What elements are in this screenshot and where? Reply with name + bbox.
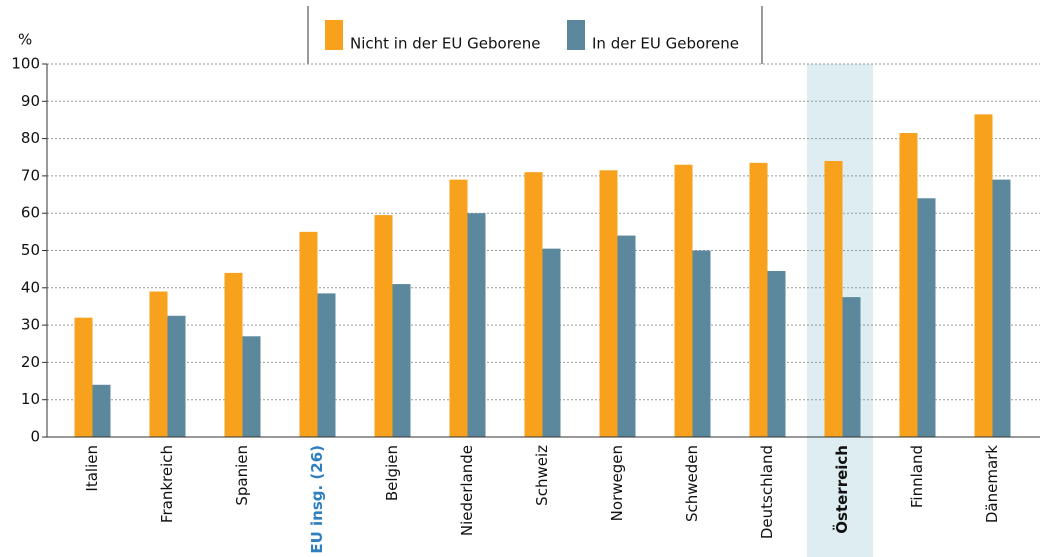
bar xyxy=(242,336,261,437)
x-tick-label: Schweiz xyxy=(533,445,551,506)
x-tick-label: Spanien xyxy=(233,445,251,506)
bar xyxy=(374,215,393,437)
x-tick-label: Norwegen xyxy=(608,445,626,521)
y-tick-label: 40 xyxy=(21,278,40,296)
bar xyxy=(167,315,186,437)
x-tick-label: Finnland xyxy=(908,445,926,508)
y-tick-label: 90 xyxy=(21,92,40,110)
bar xyxy=(842,297,861,437)
bar xyxy=(992,179,1011,437)
y-tick-label: 60 xyxy=(21,204,40,222)
bar xyxy=(599,170,618,437)
bar xyxy=(674,164,693,437)
bar xyxy=(692,250,711,437)
bar xyxy=(299,231,318,437)
bar xyxy=(317,293,336,437)
bar xyxy=(467,213,486,437)
y-tick-label: 20 xyxy=(21,353,40,371)
legend-swatch xyxy=(567,20,585,50)
legend-swatch xyxy=(325,20,343,50)
x-tick-label: Niederlande xyxy=(458,445,476,536)
y-tick-label: 30 xyxy=(21,316,40,334)
y-tick-label: 100 xyxy=(11,55,40,73)
x-tick-label: Frankreich xyxy=(158,445,176,523)
bar xyxy=(542,248,561,437)
bar xyxy=(224,272,243,437)
bar xyxy=(449,179,468,437)
x-tick-label: Dänemark xyxy=(983,445,1001,523)
y-axis-label: % xyxy=(18,31,32,49)
bar xyxy=(899,133,918,437)
y-tick-label: 80 xyxy=(21,129,40,147)
x-tick-label: Deutschland xyxy=(758,445,776,539)
bar xyxy=(149,291,168,437)
legend-label: Nicht in der EU Geborene xyxy=(350,35,541,53)
x-tick-label: EU insg. (26) xyxy=(308,445,326,554)
bar xyxy=(917,198,936,437)
x-tick-label: Schweden xyxy=(683,445,701,522)
bar xyxy=(524,172,543,438)
y-tick-label: 50 xyxy=(21,241,40,259)
bar xyxy=(767,271,786,437)
x-tick-label: Österreich xyxy=(832,445,851,534)
bar xyxy=(824,160,843,438)
bar xyxy=(617,235,636,437)
x-tick-label: Belgien xyxy=(383,445,401,501)
bar xyxy=(749,162,768,437)
bar xyxy=(92,384,111,437)
bar xyxy=(392,284,411,437)
bar xyxy=(974,114,993,437)
y-tick-label: 0 xyxy=(30,428,40,446)
legend-label: In der EU Geborene xyxy=(592,35,739,53)
x-tick-label: Italien xyxy=(83,445,101,492)
y-tick-label: 70 xyxy=(21,166,40,184)
y-tick-label: 10 xyxy=(21,390,40,408)
bar xyxy=(74,317,93,437)
